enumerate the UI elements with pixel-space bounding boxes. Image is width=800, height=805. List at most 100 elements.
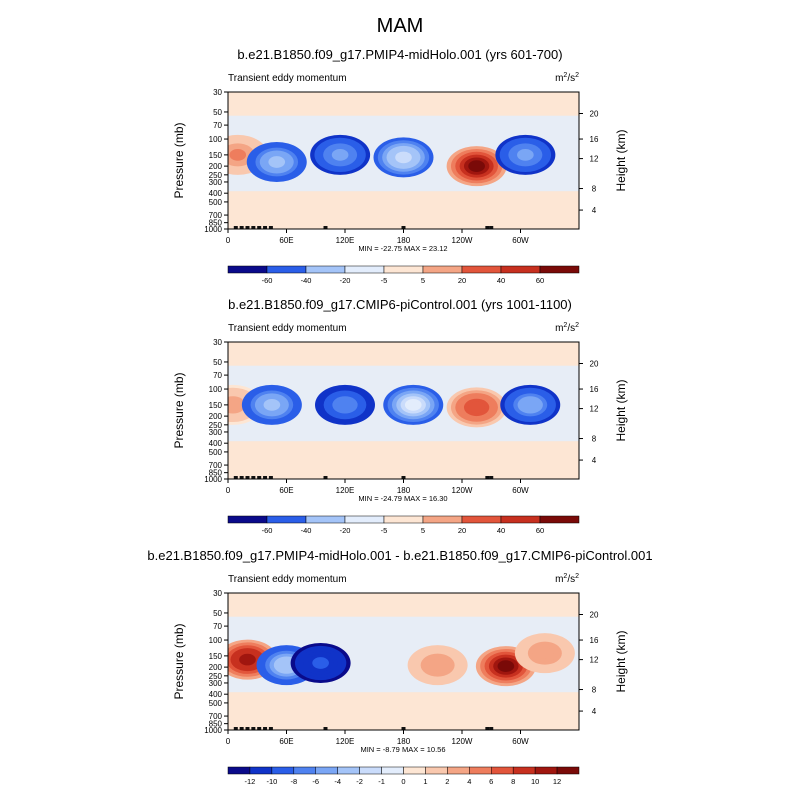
colorbar-swatch [403,766,426,775]
terrain-mark [401,226,406,229]
y2-tick-label: 8 [592,185,597,194]
contour-fill [468,160,485,172]
y2-tick-label: 16 [590,636,599,645]
y-tick-label: 250 [209,421,223,430]
y-tick-label: 100 [209,385,223,394]
colorbar-swatch [539,265,580,274]
y2-tick-label: 4 [592,456,597,465]
y-tick-label: 150 [209,652,223,661]
field-layer [228,593,579,730]
y-tick-label: 700 [209,211,223,220]
colorbar-swatch [227,265,268,274]
colorbar-label: -1 [378,777,385,786]
colorbar-label: 8 [511,777,515,786]
panel-2: b.e21.B1850.f09_g17.CMIP6-piControl.001 … [172,297,628,535]
figure-title: MAM [377,15,424,37]
terrain-mark [268,476,273,479]
y2-axis-label: Height (km) [614,379,628,441]
colorbar-label: -10 [266,777,277,786]
colorbar-swatch [337,766,360,775]
colorbar-label: 12 [553,777,561,786]
y-tick-label: 200 [209,663,223,672]
y-tick-label: 30 [213,338,222,347]
y-tick-label: 300 [209,679,223,688]
colorbar-swatch [425,766,448,775]
x-tick-label: 60E [279,737,293,746]
terrain-mark [268,226,273,229]
x-tick-label: 60E [279,486,293,495]
colorbar-swatch [447,766,470,775]
colorbar-swatch [305,265,346,274]
y-tick-label: 400 [209,439,223,448]
contour-fill [312,657,329,669]
colorbar-label: 5 [421,276,425,285]
colorbar-swatch [315,766,338,775]
contour-fill [229,149,247,161]
contour-fill [404,399,422,411]
x-tick-label: 120W [452,236,473,245]
terrain-mark [489,226,494,229]
y-tick-label: 500 [209,699,223,708]
contour-fill [268,156,286,168]
terrain-mark [239,226,244,229]
units-label: m2/s2 [555,322,579,334]
x-tick-label: 0 [226,737,231,746]
colorbar-label: 6 [489,777,493,786]
terrain-mark [257,226,262,229]
colorbar-swatch [383,265,424,274]
contour-fill [429,659,446,671]
colorbar-swatch [422,515,463,524]
contour-fill [536,647,554,660]
colorbar-swatch [227,515,268,524]
terrain-mark [263,226,268,229]
colorbar-label: -20 [340,276,351,285]
y-tick-label: 70 [213,622,222,631]
y-tick-label: 1000 [204,475,222,484]
colorbar-label: -40 [301,526,312,535]
y-tick-label: 300 [209,428,223,437]
terrain-mark [251,727,256,730]
terrain-mark [489,476,494,479]
panel-title: b.e21.B1850.f09_g17.CMIP6-piControl.001 … [228,297,572,312]
colorbar-swatch [344,265,385,274]
y-tick-label: 100 [209,135,223,144]
colorbar-swatch [344,515,385,524]
colorbar-swatch [500,515,541,524]
y-tick-label: 400 [209,189,223,198]
y-tick-label: 700 [209,461,223,470]
units-label: m2/s2 [555,573,579,585]
colorbar-label: 4 [467,777,471,786]
y-tick-label: 850 [209,720,223,729]
colorbar-label: -5 [381,526,388,535]
y2-tick-label: 20 [590,610,599,619]
colorbar-swatch [461,265,502,274]
y-tick-label: 30 [213,88,222,97]
colorbar-swatch [422,265,463,274]
min-max-stats: MIN = -22.75 MAX = 23.12 [358,244,447,253]
y-tick-label: 300 [209,178,223,187]
terrain-mark [485,476,490,479]
terrain-mark [263,727,268,730]
colorbar-swatch [266,515,307,524]
terrain-mark [485,226,490,229]
y-tick-label: 850 [209,469,223,478]
x-tick-label: 60W [512,737,529,746]
y-tick-label: 50 [213,108,222,117]
colorbar-swatch [539,515,580,524]
colorbar-swatch [266,265,307,274]
y-tick-label: 50 [213,358,222,367]
contour-fill [263,399,281,411]
field-layer [228,342,579,479]
contour-fill [336,399,354,411]
colorbar-label: 2 [445,777,449,786]
y-tick-label: 30 [213,589,222,598]
x-tick-label: 60W [512,236,529,245]
y2-tick-label: 16 [590,385,599,394]
contour-fill [497,660,515,672]
field-layer [228,92,579,229]
y-tick-label: 400 [209,690,223,699]
contour-fill [228,399,242,411]
colorbar-label: -2 [356,777,363,786]
panels-group: b.e21.B1850.f09_g17.PMIP4-midHolo.001 (y… [147,47,652,786]
terrain-mark [401,727,406,730]
